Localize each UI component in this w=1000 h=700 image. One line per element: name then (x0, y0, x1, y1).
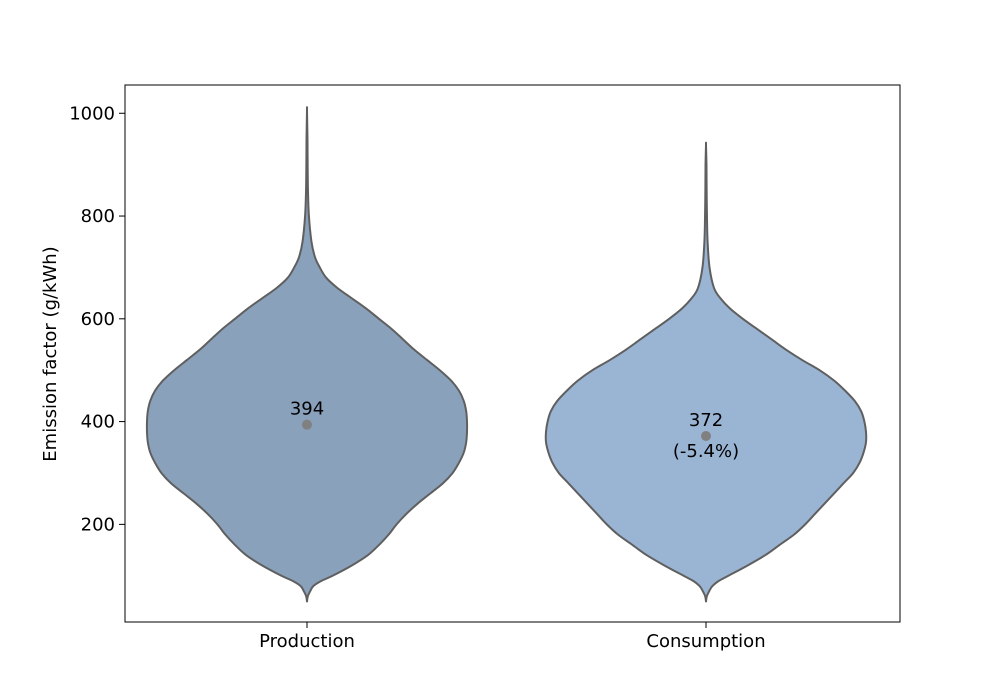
x-tick-label: Consumption (646, 631, 765, 652)
y-tick-label: 1000 (69, 103, 115, 124)
plot-frame (124, 84, 901, 623)
markers-layer (302, 419, 711, 441)
y-tick-label: 400 (81, 412, 115, 433)
violins-layer (145, 106, 868, 603)
annotation-consumption: 372 (689, 410, 723, 431)
y-tick-label: 200 (81, 514, 115, 535)
x-tick-label: Production (259, 631, 355, 652)
x-axis: Production Consumption (259, 622, 766, 652)
violin-consumption (544, 141, 868, 603)
marker-production (302, 419, 312, 430)
y-axis: 200 400 600 800 1000 (69, 103, 125, 535)
y-tick-label: 800 (81, 206, 115, 227)
annotations-layer: 394 372 (-5.4%) (290, 399, 739, 462)
y-axis-label: Emission factor (g/kWh) (40, 246, 61, 461)
annotation-production: 394 (290, 399, 324, 420)
y-tick-label: 600 (81, 309, 115, 330)
violin-production (145, 106, 469, 603)
annotation-consumption: (-5.4%) (673, 441, 739, 462)
marker-consumption (701, 430, 711, 441)
